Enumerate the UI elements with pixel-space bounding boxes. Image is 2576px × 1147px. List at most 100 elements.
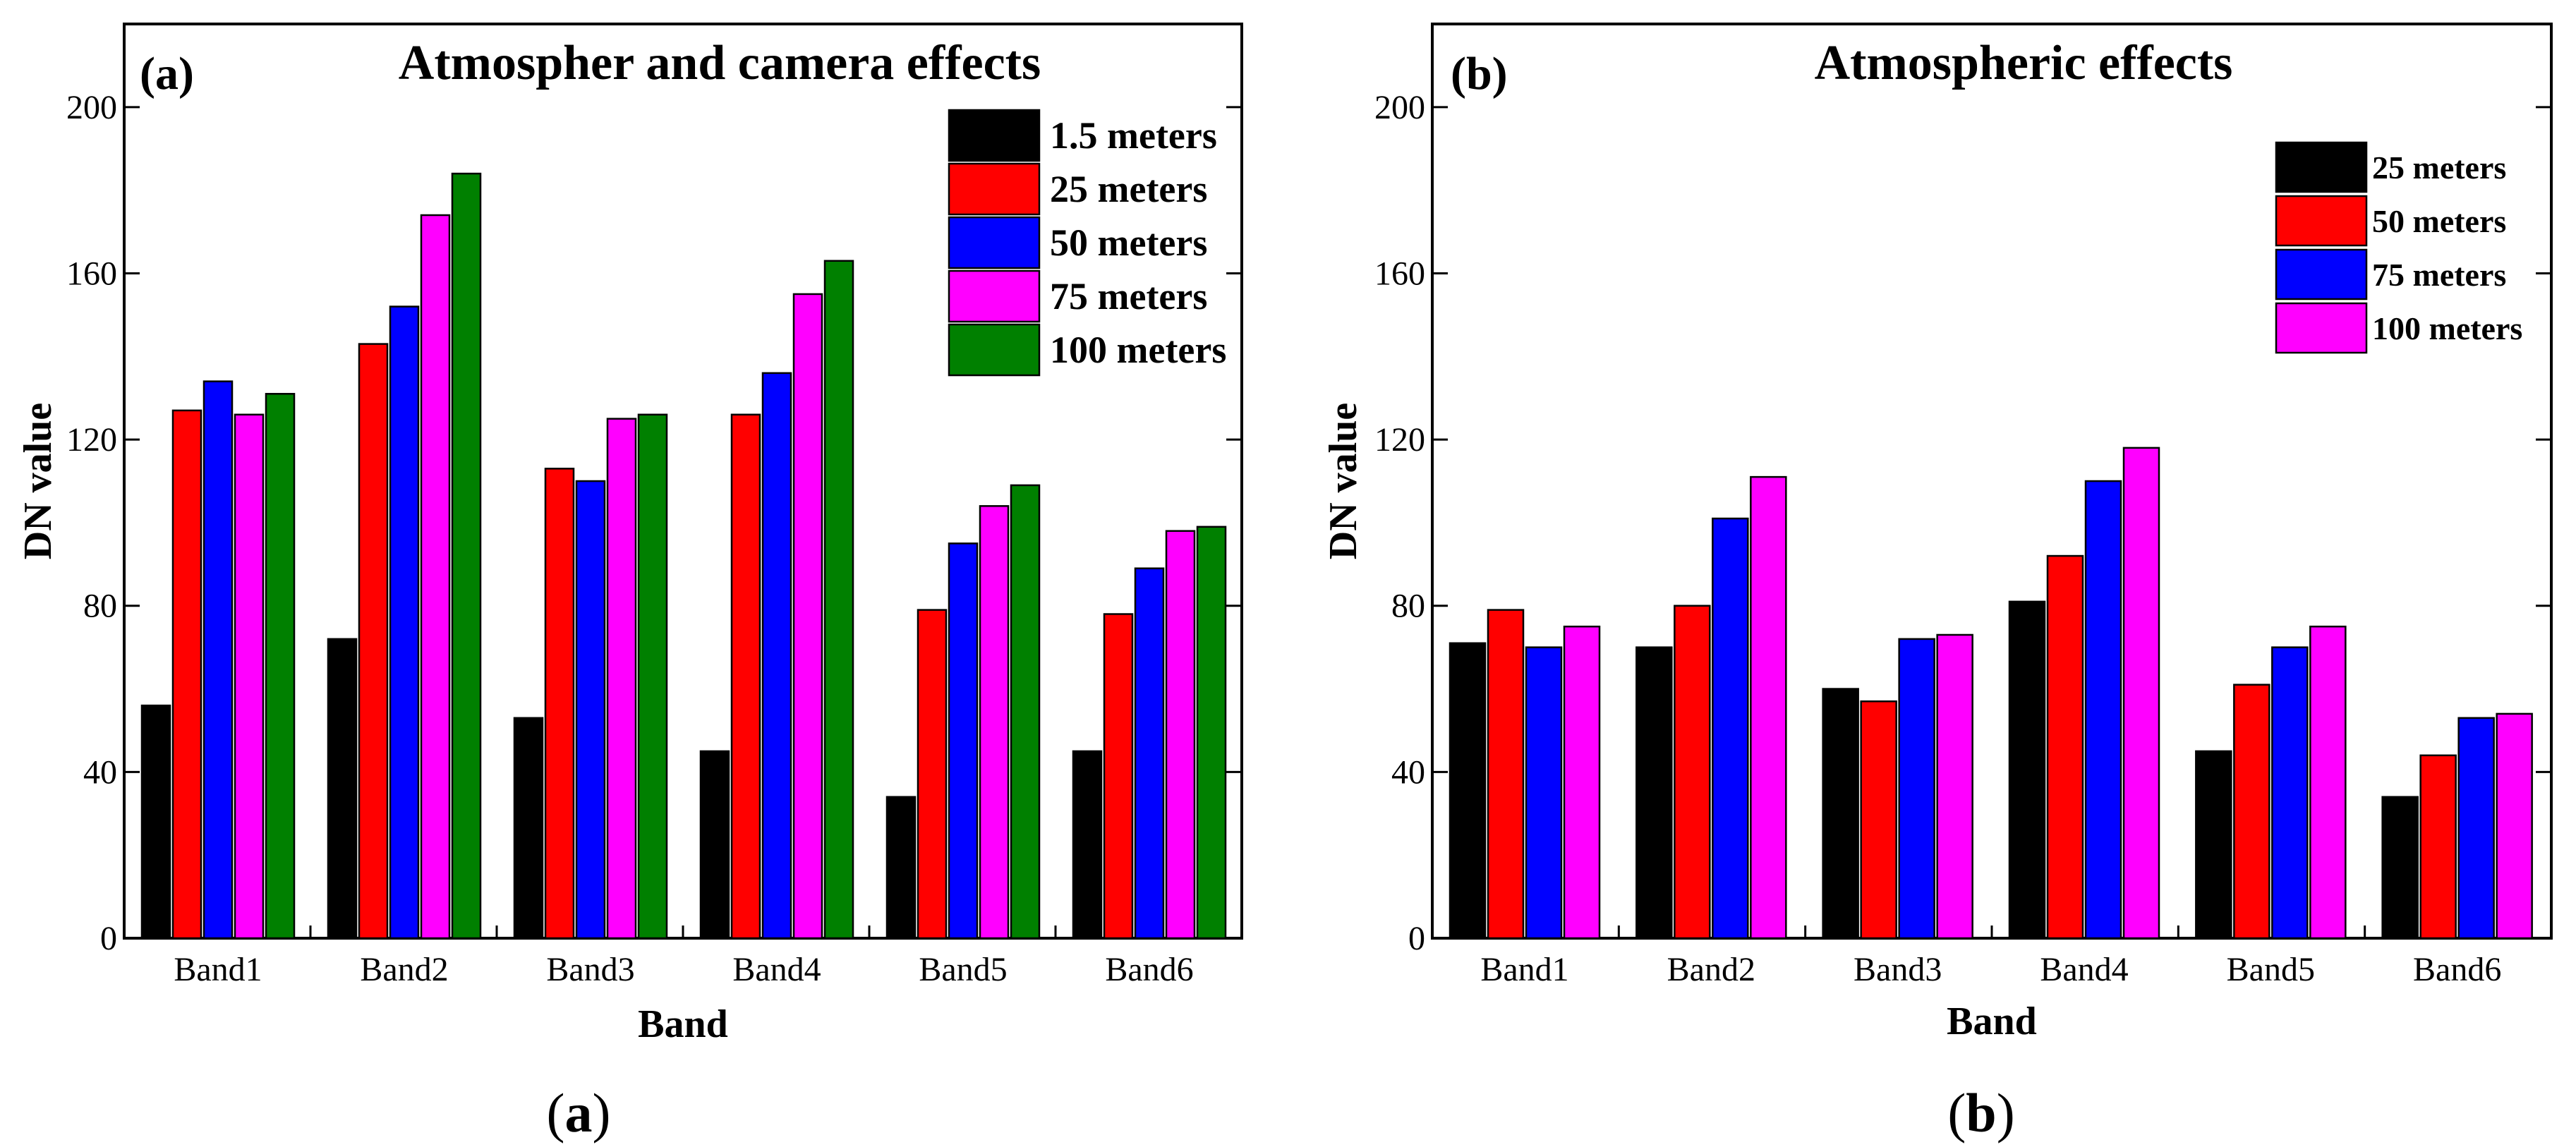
- bar-band2-3: [420, 214, 451, 940]
- bar-band1-2: [1525, 646, 1563, 940]
- panel-b: 0 40 80 120 160 200 Band1 Band2 Band3 Band4 Band5 B…: [1322, 23, 2553, 1143]
- bar-band6-2: [1134, 567, 1165, 940]
- bar-band1-1: [1487, 609, 1525, 940]
- caption-close-paren: ): [593, 1082, 611, 1143]
- bar-band2-2: [389, 305, 420, 940]
- legend-label: 25 meters: [2372, 150, 2506, 186]
- caption-open-paren: (: [1947, 1082, 1966, 1143]
- bar-band6-0: [2381, 796, 2419, 940]
- y-tick-label: 160: [1374, 255, 1425, 292]
- y-tick-label: 120: [1374, 421, 1425, 459]
- bar-band3-1: [544, 468, 575, 940]
- bar-band6-0: [1072, 750, 1103, 940]
- x-tick-label: Band2: [1667, 951, 1755, 988]
- y-axis-title: DN value: [1322, 403, 1365, 559]
- y-tick-label: 80: [83, 588, 117, 625]
- legend-swatch: [2275, 141, 2368, 193]
- x-tick-label: Band2: [360, 951, 448, 988]
- x-tick-label: Band5: [919, 951, 1007, 988]
- legend-swatch: [948, 216, 1041, 269]
- bar-band6-3: [1165, 530, 1196, 940]
- legend: 1.5 meters 25 meters 50 meters 75 meters 100…: [948, 109, 1226, 377]
- bar-band4-2: [2084, 480, 2122, 940]
- x-tick-label: Band5: [2227, 951, 2315, 988]
- bar-band5-1: [917, 609, 948, 940]
- panel-tag: (b): [1451, 48, 1508, 99]
- legend-label: 100 meters: [2372, 310, 2522, 346]
- legend-label: 75 meters: [1050, 275, 1207, 317]
- bar-band3-0: [513, 717, 544, 940]
- legend-swatch: [948, 162, 1041, 216]
- figure-caption: (b): [1947, 1082, 2014, 1143]
- bar-band1-4: [265, 393, 296, 940]
- bar-band6-1: [2419, 754, 2457, 940]
- y-axis-title: DN value: [16, 403, 60, 559]
- caption-letter: a: [565, 1082, 593, 1143]
- caption-open-paren: (: [547, 1082, 565, 1143]
- panel-a: 0 40 80 120 160 200 Band1 Band2 Band3 Band4 Band5 B…: [16, 23, 1243, 1143]
- legend-label: 25 meters: [1050, 168, 1207, 210]
- bar-band1-3: [234, 413, 265, 940]
- legend-swatch: [2275, 195, 2368, 247]
- y-tick-label: 160: [66, 255, 117, 292]
- bar-band2-1: [1674, 605, 1711, 940]
- bar-band1-0: [140, 704, 171, 940]
- x-tick-label: Band1: [174, 951, 262, 988]
- y-tick-label: 80: [1391, 588, 1425, 625]
- bar-band6-3: [2496, 712, 2533, 940]
- bar-band3-0: [1822, 688, 1859, 940]
- bar-band5-0: [885, 796, 917, 940]
- bar-band5-2: [948, 542, 979, 940]
- y-tick-label: 0: [100, 920, 117, 957]
- y-tick-label: 200: [1374, 89, 1425, 126]
- legend: 25 meters 50 meters 75 meters 100 meters: [2275, 141, 2522, 354]
- bar-band5-0: [2195, 750, 2232, 940]
- x-tick-label: Band3: [1854, 951, 1942, 988]
- figure-caption: (a): [547, 1082, 611, 1143]
- x-tick-label: Band4: [2040, 951, 2128, 988]
- bar-band4-0: [699, 750, 730, 940]
- legend-swatch: [2275, 248, 2368, 301]
- bar-band2-1: [358, 343, 389, 940]
- bar-band4-4: [823, 260, 854, 940]
- bar-band6-4: [1196, 526, 1227, 940]
- bar-band5-1: [2233, 684, 2270, 940]
- x-tick-label: Band1: [1480, 951, 1568, 988]
- bar-band1-1: [171, 409, 202, 940]
- y-tick-label: 40: [1391, 753, 1425, 791]
- bar-band2-0: [327, 638, 358, 940]
- legend-label: 50 meters: [2372, 203, 2506, 239]
- y-tick-label: 120: [66, 421, 117, 459]
- x-axis-title: Band: [1947, 1000, 2037, 1043]
- panel-tag: (a): [140, 48, 194, 99]
- chart-title: Atmospher and camera effects: [399, 36, 1041, 90]
- bar-band2-4: [451, 172, 482, 940]
- bar-band3-3: [606, 418, 637, 940]
- bar-band3-1: [1860, 700, 1897, 940]
- legend-swatch: [948, 269, 1041, 323]
- legend-swatch: [948, 323, 1041, 377]
- bar-band1-3: [1563, 625, 1601, 940]
- bar-band4-0: [2008, 600, 2046, 940]
- x-tick-label: Band4: [732, 951, 821, 988]
- bar-band3-3: [1936, 633, 1973, 940]
- legend-swatch: [2275, 302, 2368, 354]
- bar-band4-3: [792, 293, 823, 940]
- y-tick-label: 40: [83, 753, 117, 791]
- y-tick-label: 200: [66, 89, 117, 126]
- bar-band5-4: [1010, 484, 1041, 940]
- bar-band5-3: [2309, 625, 2347, 940]
- y-tick-label: 0: [1408, 920, 1425, 957]
- bar-band2-2: [1712, 517, 1749, 940]
- bar-band5-3: [979, 505, 1010, 940]
- bar-band3-2: [575, 480, 606, 940]
- bar-band1-2: [202, 380, 234, 940]
- bar-band3-2: [1898, 638, 1935, 940]
- x-tick-label: Band6: [1105, 951, 1193, 988]
- legend-swatch: [948, 109, 1041, 162]
- x-tick-label: Band3: [546, 951, 634, 988]
- bar-band4-1: [730, 413, 761, 940]
- legend-label: 1.5 meters: [1050, 114, 1217, 157]
- legend-label: 50 meters: [1050, 221, 1207, 264]
- legend-label: 75 meters: [2372, 257, 2506, 293]
